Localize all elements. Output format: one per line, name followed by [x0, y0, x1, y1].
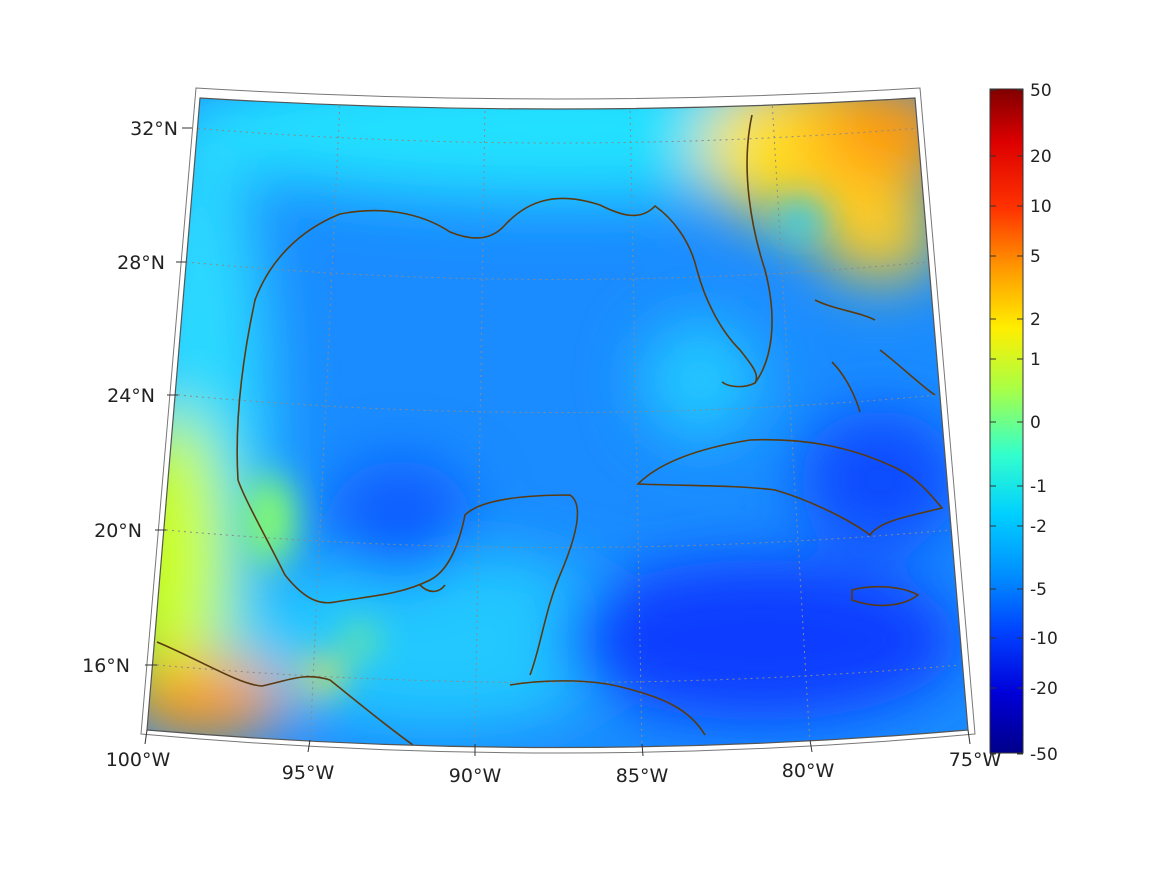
colorbar-tick-label: -10 [1030, 629, 1058, 649]
colorbar-gradient [989, 88, 1024, 754]
lon-label-80w: 80°W [782, 760, 835, 782]
colorbar-tick-label: 1 [1030, 350, 1041, 370]
coastlines [156, 114, 944, 746]
colorbar-tick-label: -1 [1030, 477, 1047, 497]
map-outer-frame [140, 87, 976, 754]
lon-label-90w: 90°W [449, 765, 502, 787]
map-frame [146, 97, 969, 749]
colorbar-tick-label: -50 [1030, 745, 1058, 765]
lat-label-32n: 32°N [130, 118, 178, 140]
colorbar-tick-label: -20 [1030, 679, 1058, 699]
lon-label-95w: 95°W [282, 762, 335, 784]
colorbar-tick-label: 0 [1030, 413, 1041, 433]
colorbar-tick-label: 50 [1030, 81, 1052, 101]
colorbar-tick-label: 2 [1030, 310, 1041, 330]
colorbar-tick-label: 20 [1030, 147, 1052, 167]
graticule [156, 99, 961, 748]
data-field [147, 98, 968, 748]
lat-label-24n: 24°N [107, 385, 155, 407]
colorbar-tick-label: 5 [1030, 247, 1041, 267]
lat-label-28n: 28°N [117, 252, 165, 274]
colorbar-tick-label: -2 [1030, 517, 1047, 537]
colorbar-tick-label: 10 [1030, 197, 1052, 217]
lon-label-75w: 75°W [949, 749, 1002, 771]
lat-label-16n: 16°N [82, 655, 130, 677]
lon-label-85w: 85°W [616, 765, 669, 787]
colorbar-tick-label: -5 [1030, 580, 1047, 600]
lat-axis: 16°N 20°N 24°N 28°N 32°N [82, 118, 192, 677]
lon-axis: 100°W 95°W 90°W 85°W 80°W 75°W [106, 729, 1002, 787]
lon-label-100w: 100°W [106, 749, 171, 771]
lat-label-20n: 20°N [94, 520, 142, 542]
